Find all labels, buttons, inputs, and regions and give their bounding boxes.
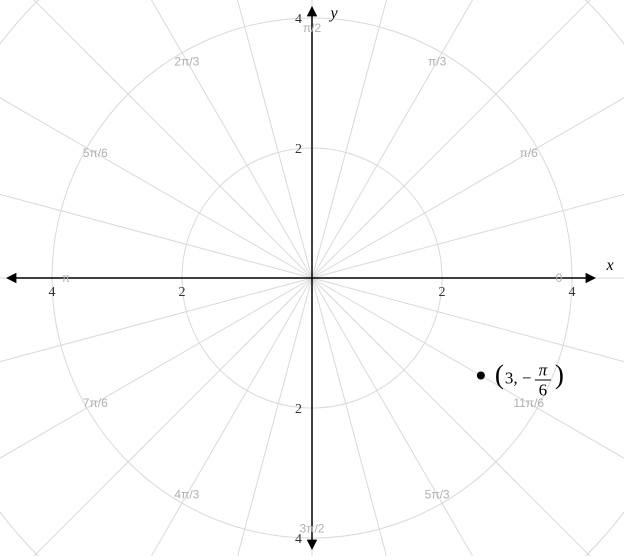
svg-text:): ) (555, 360, 564, 390)
svg-text:3, −: 3, − (505, 369, 532, 388)
angle-label: π/3 (428, 54, 447, 68)
x-tick-label: 4 (49, 285, 56, 300)
angle-label: 7π/6 (83, 396, 108, 410)
angle-label: 3π/2 (300, 521, 325, 535)
svg-text:6: 6 (539, 381, 548, 400)
x-axis-label: x (605, 257, 613, 274)
plotted-point (477, 372, 485, 380)
angle-label: 5π/3 (425, 488, 450, 502)
x-tick-label: 2 (439, 285, 446, 300)
angle-label: 5π/6 (83, 146, 108, 160)
angle-label: 2π/3 (174, 54, 199, 68)
angle-label: 0 (556, 271, 563, 285)
angle-label: 4π/3 (174, 488, 199, 502)
polar-cartesian-plot: 42244224xy0π/6π/3π/22π/35π/6π7π/64π/33π/… (0, 0, 624, 556)
svg-text:(: ( (495, 360, 504, 390)
angle-label: π/2 (303, 21, 322, 35)
y-tick-label: 2 (295, 142, 302, 157)
angle-label: π/6 (520, 146, 539, 160)
x-tick-label: 4 (569, 285, 576, 300)
svg-text:π: π (539, 361, 548, 380)
y-axis-label: y (328, 5, 338, 22)
angle-label: π (62, 271, 70, 285)
y-tick-label: 4 (295, 12, 302, 27)
x-tick-label: 2 (179, 285, 186, 300)
y-tick-label: 2 (295, 402, 302, 417)
